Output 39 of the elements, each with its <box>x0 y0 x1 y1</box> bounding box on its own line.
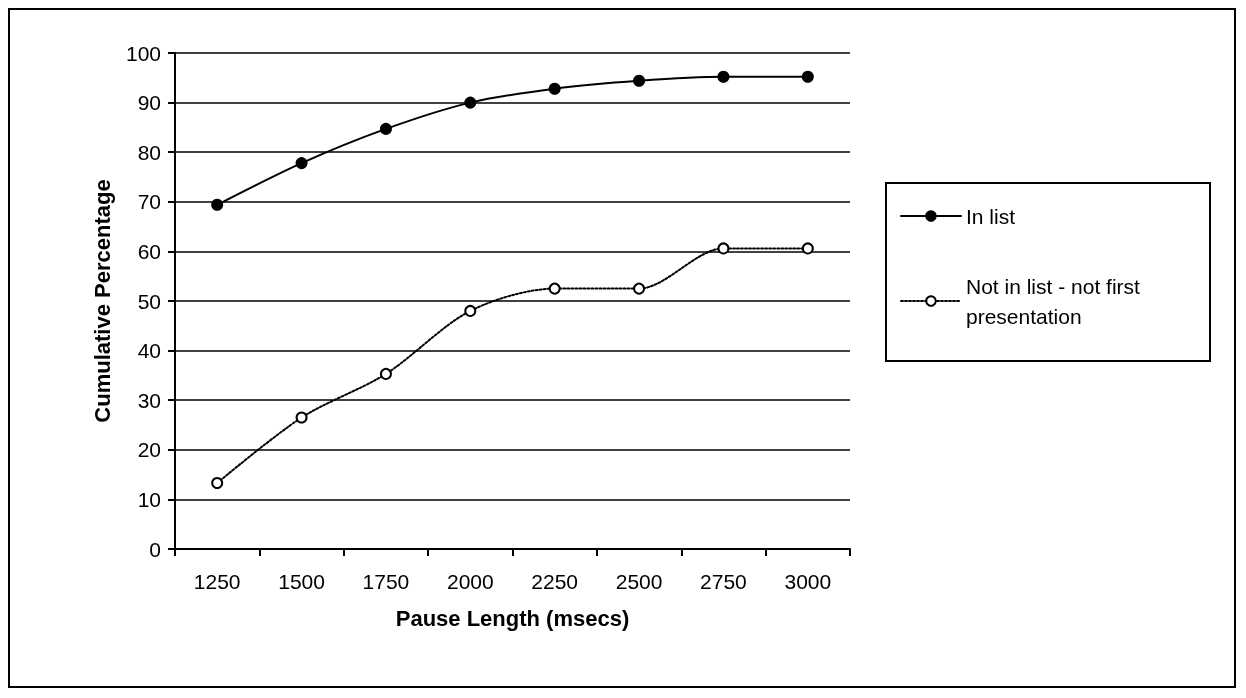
point <box>548 282 561 295</box>
point <box>717 242 730 255</box>
x-tick-label: 2000 <box>446 570 494 593</box>
y-tick-label: 0 <box>149 537 161 561</box>
point <box>633 74 646 87</box>
point <box>295 157 308 170</box>
point <box>379 122 392 135</box>
point <box>211 477 224 490</box>
point <box>211 198 224 211</box>
legend-label: Not in list - not first presentation <box>966 274 1146 328</box>
y-tick-label: 50 <box>137 289 161 313</box>
legend-label: In list <box>966 204 1016 228</box>
point <box>464 304 477 317</box>
x-tick-label: 2750 <box>700 570 747 593</box>
point <box>464 96 477 109</box>
x-axis-title: Pause Length (msecs) <box>395 605 630 631</box>
y-tick-label: 90 <box>137 91 161 115</box>
x-tick-label: 1500 <box>278 570 325 593</box>
point <box>548 82 561 95</box>
point <box>295 411 308 424</box>
x-tick-label: 3000 <box>784 570 832 593</box>
y-tick-label: 100 <box>125 41 161 65</box>
y-tick-label: 30 <box>137 388 161 412</box>
point <box>379 367 392 380</box>
y-tick-label: 80 <box>137 140 161 164</box>
y-tick-label: 20 <box>137 438 161 462</box>
y-axis-title: Cumulative Percentage <box>89 179 115 423</box>
x-tick-label: 2250 <box>531 570 579 593</box>
point <box>801 70 814 83</box>
x-tick-label: 1750 <box>362 570 410 593</box>
x-tick-label: 2500 <box>615 570 663 593</box>
point <box>717 70 730 83</box>
point <box>801 242 814 255</box>
y-tick-label: 60 <box>137 239 161 263</box>
y-tick-label: 10 <box>137 487 161 511</box>
y-tick-label: 70 <box>137 190 161 214</box>
point <box>633 282 646 295</box>
x-tick-label: 1250 <box>193 570 241 593</box>
y-tick-label: 40 <box>137 339 161 363</box>
